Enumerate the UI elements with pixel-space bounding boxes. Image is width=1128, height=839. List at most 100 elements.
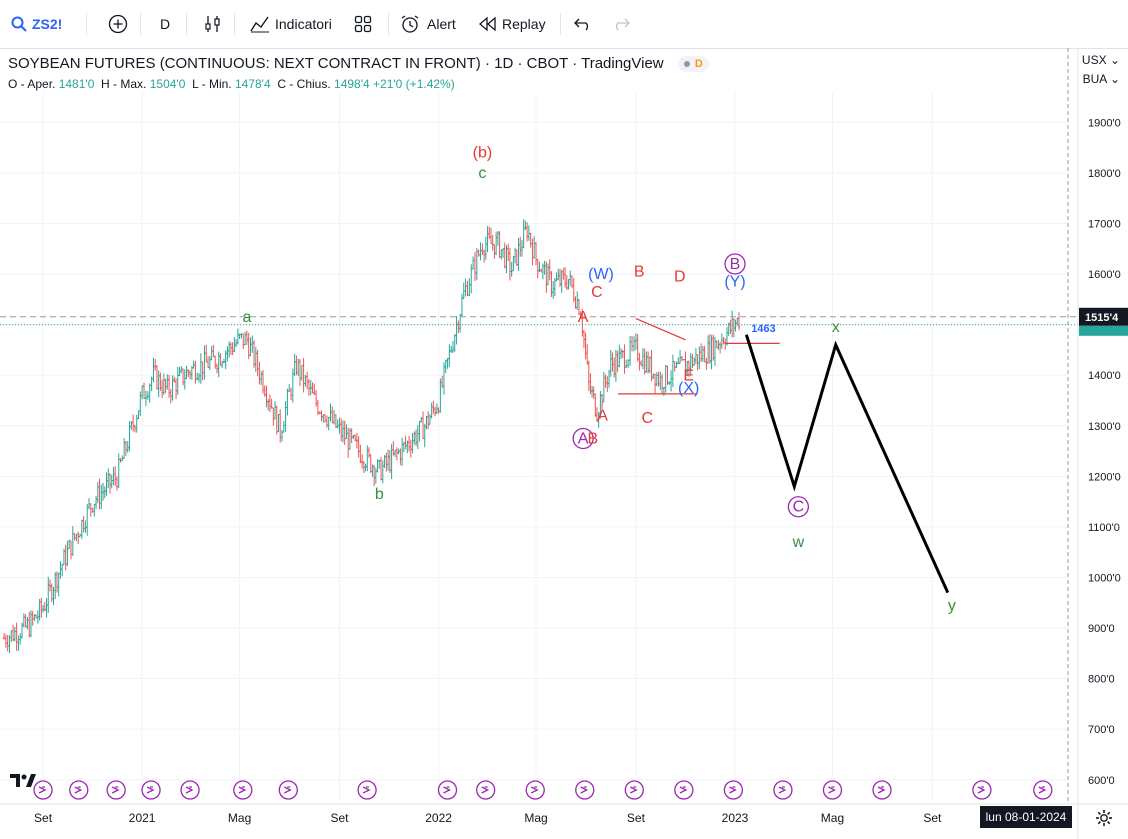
undo-icon bbox=[574, 18, 589, 31]
event-marker-arrow bbox=[778, 786, 787, 794]
y-tick-label: 1900'0 bbox=[1088, 117, 1121, 129]
divider bbox=[234, 13, 235, 35]
candles-icon bbox=[205, 16, 220, 32]
event-marker-icon bbox=[674, 780, 694, 800]
divider bbox=[86, 13, 87, 35]
event-marker-icon bbox=[357, 780, 377, 800]
wave-label: B bbox=[588, 430, 599, 447]
event-marker-icon bbox=[575, 780, 595, 800]
templates-button[interactable] bbox=[354, 10, 372, 38]
alert-button[interactable]: Alert bbox=[400, 10, 456, 38]
divider bbox=[388, 13, 389, 35]
alarm-clock-icon bbox=[401, 15, 419, 33]
replay-button[interactable]: Replay bbox=[478, 10, 546, 38]
unit-selector[interactable]: BUA ⌄ bbox=[1083, 72, 1120, 86]
wave-label: c bbox=[478, 165, 486, 182]
event-marker-icon bbox=[69, 780, 89, 800]
event-marker-icon bbox=[437, 780, 458, 800]
redo-button[interactable] bbox=[612, 10, 630, 38]
grid-icon bbox=[354, 15, 372, 33]
replay-label: Replay bbox=[502, 16, 546, 32]
wave-label: a bbox=[242, 309, 251, 326]
event-marker-arrow bbox=[185, 786, 194, 794]
search-icon bbox=[11, 16, 27, 32]
add-symbol-button[interactable] bbox=[108, 10, 128, 38]
settings-button[interactable] bbox=[1095, 809, 1113, 832]
interval-label: D bbox=[160, 16, 171, 32]
event-marker-icon bbox=[33, 780, 53, 800]
event-marker-arrow bbox=[362, 786, 371, 794]
y-tick-label: 1200'0 bbox=[1088, 471, 1121, 483]
currency-label: USX bbox=[1081, 53, 1107, 67]
event-marker-icon bbox=[773, 780, 793, 800]
wave-label: B bbox=[634, 264, 645, 281]
event-marker-arrow bbox=[877, 786, 886, 794]
price-tag-bg bbox=[1079, 307, 1128, 326]
event-marker-arrow bbox=[977, 786, 986, 794]
y-tick-label: 1100'0 bbox=[1088, 522, 1120, 534]
wave-label: w bbox=[792, 534, 805, 551]
wave-label: C bbox=[642, 410, 654, 427]
open-value: 1481'0 bbox=[58, 77, 95, 91]
price-tag-label: 1515'4 bbox=[1085, 312, 1119, 324]
ohlc-legend: O - Aper. 1481'0 H - Max. 1504'0 L - Min… bbox=[8, 77, 455, 91]
x-tick-label: Set bbox=[34, 811, 53, 825]
event-marker-icon bbox=[278, 780, 298, 800]
x-tick-label: Mag bbox=[821, 811, 844, 825]
rewind-icon bbox=[479, 16, 496, 32]
x-tick-label: 2022 bbox=[425, 811, 452, 825]
event-marker-arrow bbox=[146, 786, 155, 794]
y-tick-label: 600'0 bbox=[1088, 775, 1115, 787]
chevron-down-icon: ⌄ bbox=[1109, 72, 1120, 86]
x-tick-label: Set bbox=[923, 811, 942, 825]
price-tag-secondary bbox=[1079, 325, 1128, 336]
y-tick-label: 1600'0 bbox=[1088, 269, 1121, 281]
event-marker-icon bbox=[106, 780, 126, 800]
x-tick-label: Set bbox=[627, 811, 646, 825]
wave-label-circle bbox=[572, 427, 594, 450]
axes: 600'0 700'0 800'0 900'0 1000'0 1100'0 1200'0 13… bbox=[0, 48, 1128, 839]
wave-label: b bbox=[375, 486, 384, 503]
y-tick-label: 1400'0 bbox=[1088, 370, 1121, 382]
indicators-button[interactable]: Indicatori bbox=[250, 10, 332, 38]
event-marker-arrow bbox=[1038, 786, 1047, 794]
event-marker-icon bbox=[972, 780, 992, 800]
wave-label: (b) bbox=[473, 145, 493, 162]
event-marker-icon bbox=[822, 780, 843, 800]
wave-label: A bbox=[597, 408, 608, 425]
divider bbox=[560, 13, 561, 35]
event-marker-arrow bbox=[38, 786, 47, 794]
event-marker-icon bbox=[233, 780, 253, 800]
y-tick-label: 1800'0 bbox=[1088, 168, 1121, 180]
event-marker-icon bbox=[872, 780, 892, 800]
x-tick-label: Mag bbox=[524, 811, 547, 825]
event-marker-arrow bbox=[828, 786, 836, 794]
symbol-search[interactable]: ZS2! bbox=[10, 10, 62, 38]
y-tick-label: 900'0 bbox=[1088, 623, 1115, 635]
redo-icon bbox=[615, 18, 630, 31]
wave-label: E bbox=[683, 367, 694, 384]
symbol-label: ZS2! bbox=[32, 16, 63, 32]
event-marker-icon bbox=[180, 780, 200, 800]
interval-button[interactable]: D bbox=[160, 10, 170, 38]
event-marker-arrow bbox=[481, 786, 490, 794]
alert-label: Alert bbox=[427, 16, 456, 32]
tradingview-logo[interactable] bbox=[10, 772, 38, 794]
event-marker-arrow bbox=[284, 786, 292, 794]
wave-label: x bbox=[832, 319, 840, 336]
divider bbox=[186, 13, 187, 35]
x-tick-label: 2023 bbox=[722, 811, 749, 825]
event-marker-icon bbox=[525, 780, 545, 800]
gear-icon bbox=[1096, 810, 1112, 826]
projection-path bbox=[744, 334, 950, 594]
chart-type-button[interactable] bbox=[204, 10, 222, 38]
low-label: L - Min. bbox=[192, 77, 232, 91]
y-tick-label: 700'0 bbox=[1088, 724, 1115, 736]
undo-button[interactable] bbox=[574, 10, 592, 38]
chart-title: SOYBEAN FUTURES (CONTINUOUS: NEXT CONTRA… bbox=[8, 55, 709, 73]
delay-badge-label: D bbox=[694, 58, 703, 71]
grid bbox=[0, 48, 1069, 804]
currency-selector[interactable]: USX ⌄ bbox=[1082, 53, 1120, 67]
wave-label: (W) bbox=[588, 266, 614, 283]
